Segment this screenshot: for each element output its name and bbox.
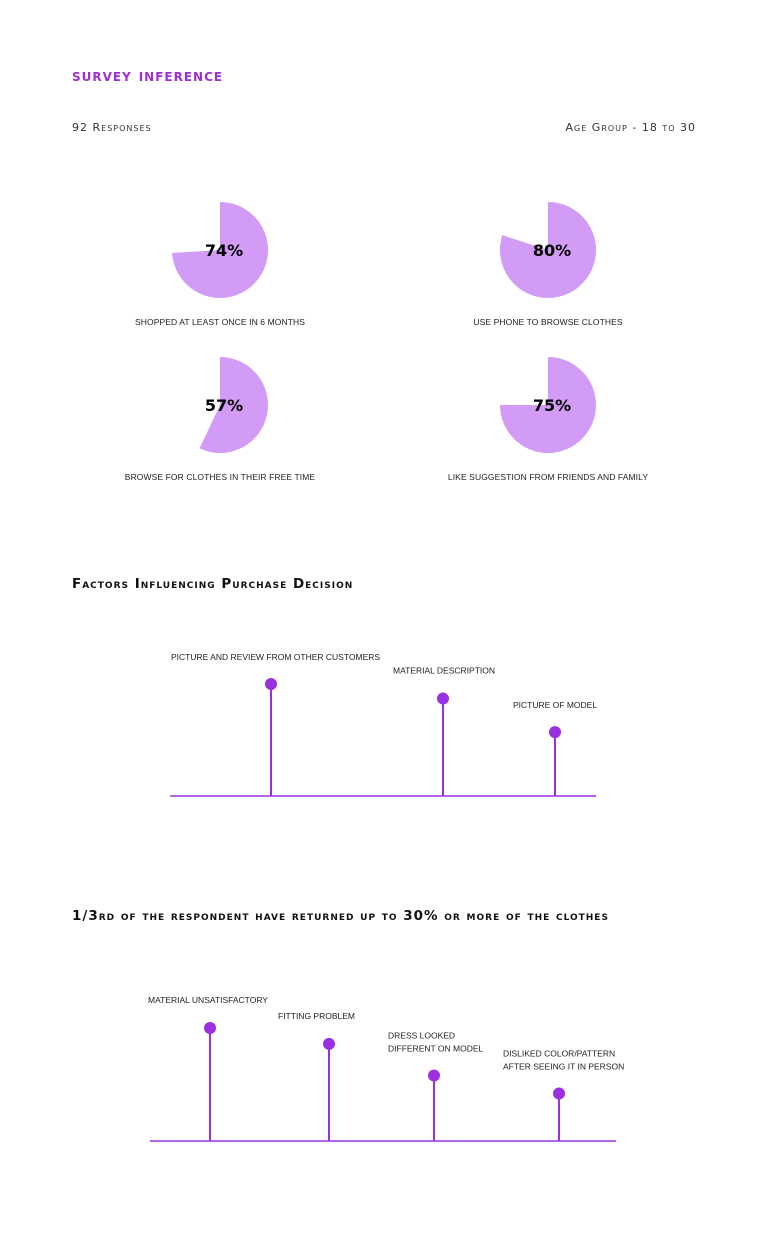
page-title: survey inference (72, 66, 224, 86)
pie-slice (500, 357, 596, 453)
lollipop-point (553, 1087, 565, 1100)
section-title-returns: 1/3rd of the respondent have returned up… (72, 908, 609, 924)
pie-chart-free-time: 57% BROWSE FOR CLOTHES IN THEIR FREE TIM… (90, 356, 350, 482)
pie-caption: SHOPPED AT LEAST ONCE IN 6 MONTHS (134, 317, 306, 327)
pie-slice (199, 357, 268, 453)
pie-svg-free-time: 57% (199, 357, 268, 453)
responses-count: 92 Responses (72, 121, 152, 134)
pie-percent-label: 74% (205, 241, 243, 260)
pie-slice (500, 202, 596, 298)
section-title-factors: Factors Influencing Purchase Decision (72, 576, 354, 592)
pie-caption: BROWSE FOR CLOTHES IN THEIR FREE TIME (124, 472, 316, 482)
pie-percent-label: 80% (533, 241, 571, 260)
pie-chart-suggestion: 75% LIKE SUGGESTION FROM FRIENDS AND FAM… (418, 356, 678, 482)
lollipop-point (265, 678, 277, 690)
pie-chart-shopped: 74% SHOPPED AT LEAST ONCE IN 6 MONTHS (90, 201, 350, 327)
pie-chart-phone: 80% USE PHONE TO BROWSE CLOTHES (418, 201, 678, 327)
lollipop-label: DISLIKED COLOR/PATTERN AFTER SEEING IT IN… (503, 1049, 624, 1072)
pie-slice (172, 202, 268, 298)
pie-svg-phone: 80% (500, 202, 596, 298)
pie-svg-suggestion: 75% (500, 357, 596, 453)
lollipop-point (428, 1069, 440, 1082)
lollipop-label: MATERIAL DESCRIPTION (393, 666, 495, 676)
lollipop-point (437, 692, 449, 705)
lollipop-label: PICTURE AND REVIEW FROM OTHER CUSTOMERS (171, 652, 380, 662)
pie-percent-label: 75% (533, 396, 571, 415)
lollipop-label: MATERIAL UNSATISFACTORY (148, 995, 268, 1005)
pie-svg-shopped: 74% (172, 202, 268, 298)
lollipop-point (323, 1037, 335, 1050)
pie-percent-label: 57% (205, 396, 243, 415)
lollipop-point (549, 726, 561, 739)
lollipop-label: PICTURE OF MODEL (513, 700, 597, 710)
lollipop-label: FITTING PROBLEM (278, 1011, 355, 1021)
pie-caption: USE PHONE TO BROWSE CLOTHES (473, 317, 623, 327)
pie-caption: LIKE SUGGESTION FROM FRIENDS AND FAMILY (447, 472, 649, 482)
lollipop-label: DRESS LOOKED DIFFERENT ON MODEL (388, 1030, 484, 1053)
lollipop-point (204, 1022, 216, 1034)
age-group: Age Group - 18 to 30 (565, 121, 696, 134)
